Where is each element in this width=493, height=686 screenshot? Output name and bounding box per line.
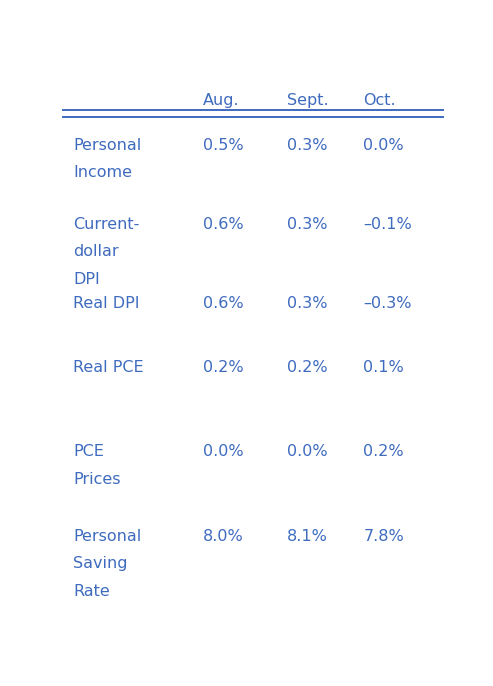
Text: PCE: PCE (73, 444, 104, 459)
Text: Real DPI: Real DPI (73, 296, 140, 311)
Text: 0.2%: 0.2% (363, 444, 404, 459)
Text: Current-: Current- (73, 217, 140, 232)
Text: Personal: Personal (73, 529, 141, 544)
Text: 8.1%: 8.1% (287, 529, 328, 544)
Text: 0.5%: 0.5% (203, 138, 244, 153)
Text: 0.0%: 0.0% (203, 444, 244, 459)
Text: Income: Income (73, 165, 132, 180)
Text: 0.3%: 0.3% (287, 138, 327, 153)
Text: 0.3%: 0.3% (287, 296, 327, 311)
Text: Personal: Personal (73, 138, 141, 153)
Text: 0.2%: 0.2% (287, 359, 328, 375)
Text: Saving: Saving (73, 556, 128, 571)
Text: 0.3%: 0.3% (287, 217, 327, 232)
Text: 8.0%: 8.0% (203, 529, 244, 544)
Text: –0.1%: –0.1% (363, 217, 412, 232)
Text: 0.6%: 0.6% (203, 217, 244, 232)
Text: 0.0%: 0.0% (363, 138, 404, 153)
Text: 0.6%: 0.6% (203, 296, 244, 311)
Text: Aug.: Aug. (203, 93, 240, 108)
Text: 0.2%: 0.2% (203, 359, 244, 375)
Text: Prices: Prices (73, 471, 121, 486)
Text: 7.8%: 7.8% (363, 529, 404, 544)
Text: 0.1%: 0.1% (363, 359, 404, 375)
Text: Real PCE: Real PCE (73, 359, 144, 375)
Text: Oct.: Oct. (363, 93, 396, 108)
Text: DPI: DPI (73, 272, 100, 287)
Text: 0.0%: 0.0% (287, 444, 328, 459)
Text: Sept.: Sept. (287, 93, 329, 108)
Text: –0.3%: –0.3% (363, 296, 412, 311)
Text: Rate: Rate (73, 584, 110, 599)
Text: dollar: dollar (73, 244, 119, 259)
